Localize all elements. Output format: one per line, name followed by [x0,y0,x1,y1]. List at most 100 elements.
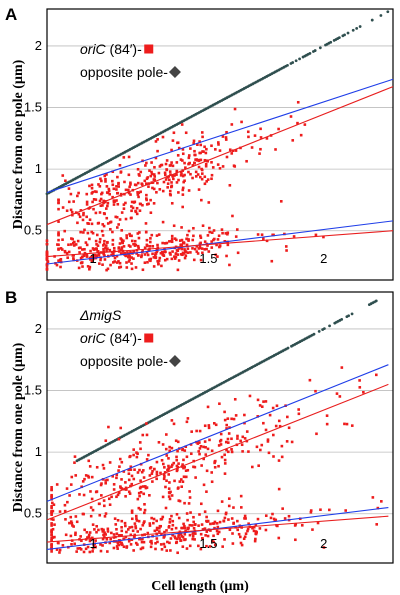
oriC-point [92,207,95,211]
oriC-point [297,408,300,411]
oriC-point [206,405,210,409]
oriC-point [191,535,195,538]
oriC-point [81,512,85,516]
oriC-point [255,531,258,534]
oriC-point [170,181,173,184]
oriC-point [95,255,99,258]
oriC-point [199,258,203,262]
y-tick-label: 0.5 [24,223,42,238]
oriC-point [181,463,184,466]
oriC-point [187,154,191,157]
oriC-point [194,476,197,479]
oriC-point [118,242,122,245]
oriC-point [299,133,303,137]
oriC-point [226,240,229,244]
oriC-point [376,506,380,510]
oriC-point [106,222,110,225]
oriC-point [115,185,118,188]
oriC-point [350,424,354,427]
oriC-point [137,246,140,250]
oriC-point [143,511,146,515]
oriC-point [245,159,248,163]
oriC-point [139,547,143,551]
oriC-point [165,159,169,162]
oriC-point [119,252,123,255]
oriC-point [223,516,227,520]
oriC-point [213,543,217,547]
oriC-point [178,239,182,242]
oriC-point [168,518,172,521]
oriC-point [122,545,126,549]
oriC-point [120,211,124,214]
oriC-point [175,173,178,176]
oriC-point [152,187,156,191]
oriC-point [69,515,73,519]
oriC-point [188,496,192,499]
oriC-point [103,258,107,261]
oriC-point [141,268,145,272]
oriC-point [86,536,89,539]
oriC-point [78,251,81,254]
oriC-point [146,531,150,535]
oriC-point [82,211,85,215]
oriC-point [89,249,92,253]
oriC-point [155,528,159,532]
oriC-point [151,469,154,473]
oriC-point [84,474,88,477]
oriC-point [345,422,349,426]
oriC-point [160,458,164,462]
oriC-point [181,205,184,209]
oriC-point [260,443,264,447]
oriC-point [227,450,230,454]
oriC-point [212,229,216,232]
oriC-point [101,544,104,547]
oriC-point [91,231,95,235]
oriC-point [97,252,101,256]
oriC-point [214,148,217,151]
oriC-point [88,531,92,534]
oriC-point [95,247,98,250]
oriC-point [134,210,138,214]
oriC-point [65,487,69,490]
oriC-point [61,174,65,177]
oriC-point [156,243,159,247]
oriC-point [102,224,106,228]
legend-label-italic: oriC [80,41,107,57]
oriC-point [178,499,182,503]
oriC-point [213,465,217,469]
oriC-point [184,249,187,253]
oriC-point [163,242,167,245]
oriC-point [225,448,228,452]
oriC-point [86,265,90,268]
oriC-point [164,178,168,181]
oriC-point [168,192,172,196]
oriC-point [243,413,246,417]
legend-label-italic: oriC [80,330,107,346]
legend-title: ΔmigS [79,307,122,323]
oriC-point [150,233,154,237]
oriC-point [243,514,247,518]
oriC-point [53,523,56,526]
oriC-point [200,168,204,172]
oriC-point [63,503,67,507]
oriC-point [177,535,180,539]
oriC-point [140,255,143,259]
oriC-point [118,457,122,461]
oriC-point [150,161,153,164]
oriC-point [202,483,206,487]
oriC-point [91,537,95,541]
oriC-point [194,175,198,178]
oriC-point [231,542,235,545]
oriC-point [207,426,211,430]
oriC-point [358,386,362,389]
oriC-point [88,539,92,543]
oriC-point [91,508,95,512]
opposite-pole-point [312,332,316,336]
oriC-point [143,261,147,264]
opposite-pole-point [340,318,344,321]
oriC-point [300,523,304,527]
oriC-point [163,466,166,469]
oriC-point [213,461,216,465]
oriC-point [185,420,189,424]
oriC-point [164,447,168,451]
